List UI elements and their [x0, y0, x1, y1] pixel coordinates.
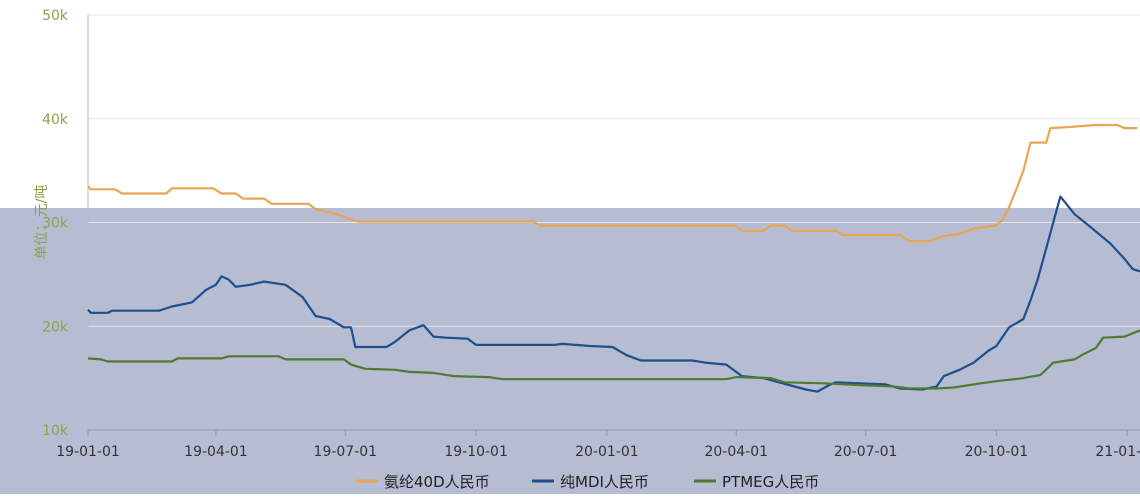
series-line-3	[87, 329, 1140, 390]
x-tick-label: 20-10-01	[965, 444, 1029, 460]
x-tick-label: 21-01-01	[1095, 444, 1140, 460]
y-tick-label: 10k	[42, 423, 69, 439]
grid-layer	[88, 14, 1140, 327]
x-axis-ticks: 19-01-01 19-04-01 19-07-01 19-10-01 20-01-01…	[56, 430, 1140, 460]
x-tick-label: 19-04-01	[184, 444, 248, 460]
x-tick-label: 20-01-01	[575, 444, 639, 460]
x-tick-label: 20-07-01	[834, 444, 898, 460]
legend-label: 氨纶40D人民币	[384, 473, 490, 491]
x-tick-label: 19-01-01	[56, 444, 120, 460]
y-tick-label: 20k	[42, 319, 69, 335]
x-tick-label: 20-04-01	[704, 444, 768, 460]
x-tick-label: 19-10-01	[444, 444, 508, 460]
series-line-2	[87, 195, 1140, 393]
y-tick-label: 30k	[42, 216, 69, 232]
y-tick-label: 40k	[42, 112, 69, 128]
y-tick-label: 50k	[42, 8, 69, 24]
series-layer	[87, 123, 1140, 393]
x-tick-label: 19-07-01	[314, 444, 378, 460]
legend-label: 纯MDI人民币	[560, 473, 649, 491]
gray-overlay-band	[0, 208, 1140, 494]
y-axis-label: 单位：元/吨	[34, 185, 50, 260]
series-line-1	[87, 123, 1138, 243]
y-axis-ticks: 10k 20k 30k 40k 50k	[42, 8, 69, 439]
legend-label: PTMEG人民币	[722, 473, 819, 491]
legend: 氨纶40D人民币 纯MDI人民币 PTMEG人民币	[356, 473, 819, 491]
